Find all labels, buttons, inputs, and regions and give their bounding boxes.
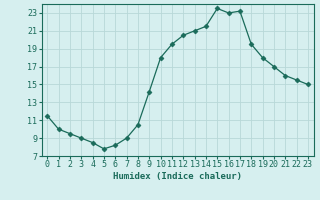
X-axis label: Humidex (Indice chaleur): Humidex (Indice chaleur)	[113, 172, 242, 181]
